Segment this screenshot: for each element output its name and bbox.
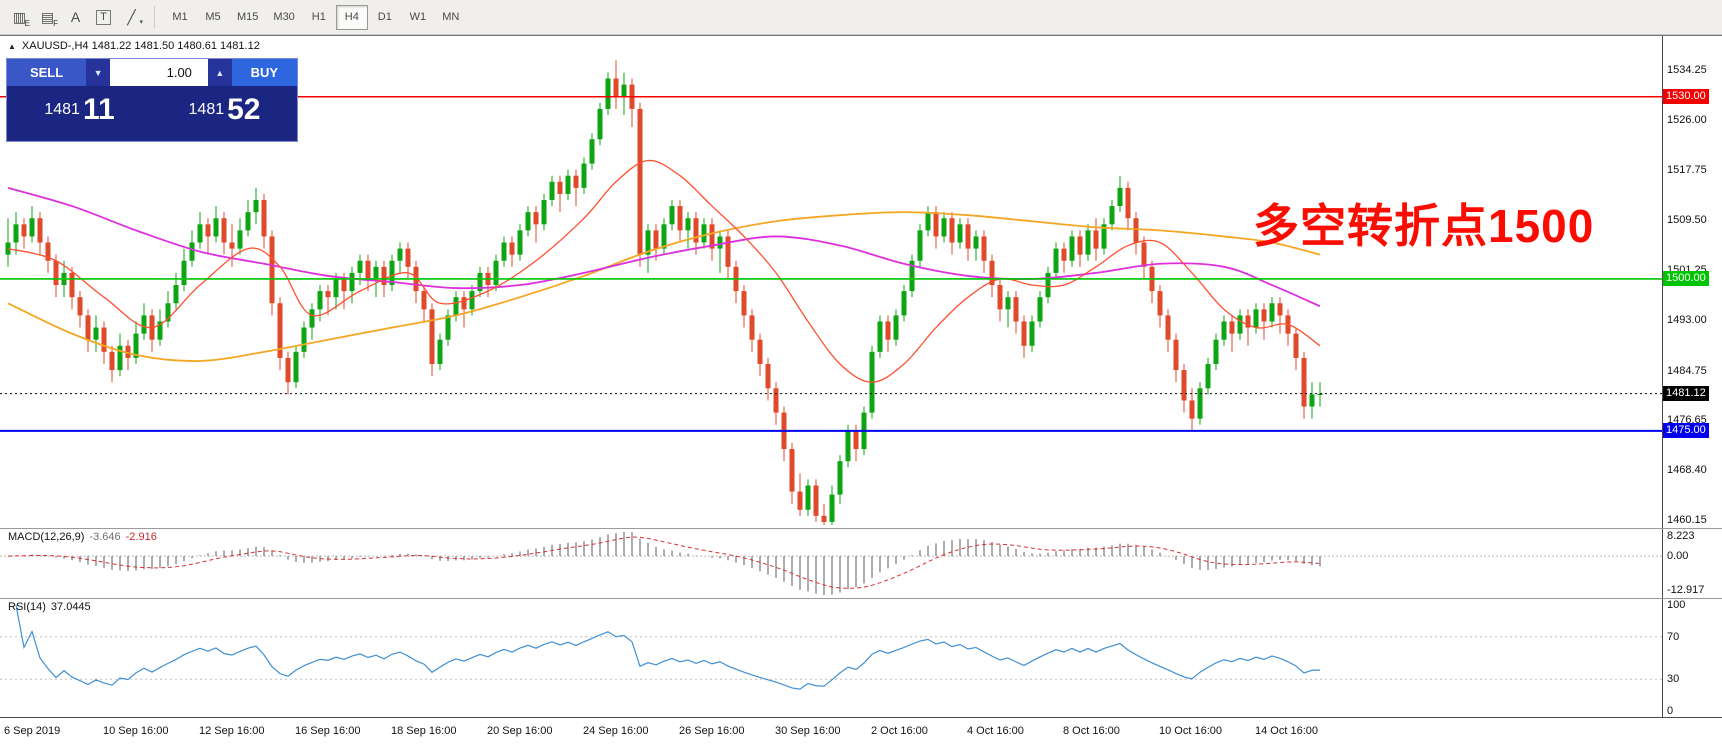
macd-indicator-pane[interactable]: MACD(12,26,9) -3.646 -2.916 [0,529,1662,598]
timeframe-button-m1[interactable]: M1 [164,5,196,30]
price-axis-tick: 1509.50 [1667,214,1707,227]
price-axis-tick: 0.00 [1667,550,1689,563]
ma-medium-magenta [7,186,1321,308]
price-axis-tick: 1468.40 [1667,463,1707,476]
ma-fast-red [7,159,1321,383]
sell-price-pips: 11 [82,92,115,126]
price-axis-tag: 1475.00 [1663,422,1709,438]
timeframe-button-d1[interactable]: D1 [369,5,401,30]
macd-canvas [0,532,1662,595]
price-axis-tick: -12.917 [1667,584,1705,596]
price-axis-tag: 1481.12 [1663,385,1709,401]
one-click-trade-panel: SELL ▼ ▲ BUY 1481 11 1481 52 [6,58,298,142]
rsi-label: RSI(14) 37.0445 [8,601,91,613]
timeframe-button-w1[interactable]: W1 [402,5,434,30]
time-axis-label: 12 Sep 16:00 [199,725,265,737]
buy-price-pips: 52 [227,92,261,126]
symbol-ohlc-text: XAUUSD-,H4 1481.22 1481.50 1480.61 1481.… [21,40,260,52]
drawing-tools-icon[interactable]: ╱ ▾ [127,9,143,26]
macd-name: MACD(12,26,9) [8,531,85,543]
buy-price-main: 1481 [188,100,225,118]
symbol-header: ▲ XAUUSD-,H4 1481.22 1481.50 1480.61 148… [8,40,260,52]
timeframe-button-m30[interactable]: M30 [266,5,301,30]
pane-splitter[interactable] [0,598,1722,599]
toolbar: ▥ E ▤ F A T ╱ ▾ M1 M5 M15 M30 H1 H4 D1 W1 MN [0,0,1722,35]
time-axis-label: 16 Sep 16:00 [295,725,361,737]
chart-annotation-text: 多空转折点1500 [1253,200,1595,252]
price-axis[interactable]: 1534.251526.001517.751509.501501.251493.… [1662,36,1722,717]
time-axis-label: 10 Sep 16:00 [103,725,169,737]
time-axis-label: 10 Oct 16:00 [1159,725,1222,737]
volume-decrease-button[interactable]: ▼ [86,59,110,86]
chart-window: ▲ XAUUSD-,H4 1481.22 1481.50 1480.61 148… [0,35,1722,748]
price-axis-tick: 1476.65 [1667,413,1707,426]
volume-increase-button[interactable]: ▲ [207,59,232,86]
ma-slow-orange [7,211,1321,362]
macd-main-value: -3.646 [89,531,121,543]
volume-input[interactable] [109,59,208,86]
macd-label: MACD(12,26,9) -3.646 -2.916 [8,531,157,543]
time-axis-label: 26 Sep 16:00 [679,725,745,737]
sell-button[interactable]: SELL [7,59,87,86]
main-chart-pane[interactable]: ▲ XAUUSD-,H4 1481.22 1481.50 1480.61 148… [0,36,1662,528]
macd-signal-value: -2.916 [125,531,157,543]
toolbar-separator [154,6,155,28]
buy-button[interactable]: BUY [231,59,297,86]
price-axis-tick: 1526.00 [1667,114,1707,127]
price-axis-tick: 1534.25 [1667,63,1707,76]
price-axis-tag: 1530.00 [1663,88,1709,104]
price-axis-tick: 1484.75 [1667,364,1707,377]
rsi-indicator-pane[interactable]: RSI(14) 37.0445 [0,599,1662,717]
time-axis-label: 18 Sep 16:00 [391,725,457,737]
timeframe-button-m5[interactable]: M5 [197,5,229,30]
price-axis-tick: 70 [1667,630,1680,643]
timeframe-button-m15[interactable]: M15 [230,5,265,30]
sell-price-main: 1481 [44,100,80,118]
text-box-tool-icon[interactable]: T [90,5,117,30]
one-click-collapse-icon[interactable]: ▲ [8,41,16,51]
timeframe-button-h1[interactable]: H1 [303,5,335,30]
time-axis-label: 14 Oct 16:00 [1255,725,1318,737]
buy-price[interactable]: 1481 52 [152,92,297,131]
sell-price[interactable]: 1481 11 [7,92,152,131]
timeframe-button-mn[interactable]: MN [435,5,467,30]
rsi-name: RSI(14) [8,601,46,613]
time-axis[interactable]: 6 Sep 2019 10 Sep 16:00 12 Sep 16:00 16 Sep… [0,717,1722,748]
time-axis-label: 24 Sep 16:00 [583,725,649,737]
rsi-canvas [0,604,1662,690]
time-axis-label: 4 Oct 16:00 [967,725,1024,737]
timeframe-button-group: M1 M5 M15 M30 H1 H4 D1 W1 MN [164,4,467,30]
price-axis-tick: 30 [1667,673,1680,686]
price-axis-tick: 8.223 [1667,530,1695,542]
text-label-tool-icon[interactable]: A [70,9,81,25]
time-axis-label: 8 Oct 16:00 [1063,725,1120,737]
time-axis-label: 6 Sep 2019 [4,725,61,737]
price-axis-tick: 1493.00 [1667,314,1707,327]
price-axis-tick: 1460.15 [1667,514,1707,526]
time-axis-label: 30 Sep 16:00 [775,725,841,737]
timeframe-button-h4[interactable]: H4 [335,4,368,30]
price-axis-tick: 100 [1667,599,1686,611]
candlestick-chart-canvas[interactable] [0,36,1662,528]
time-axis-label: 20 Sep 16:00 [487,725,553,737]
price-axis-tick: 1517.75 [1667,164,1707,177]
chart-template-e-icon[interactable]: ▥ E [12,9,30,28]
toolbar-icon-group: ▥ E ▤ F A T ╱ ▾ [6,5,145,30]
price-axis-tag: 1500.00 [1663,270,1709,286]
pane-splitter[interactable] [0,528,1722,529]
time-axis-label: 2 Oct 16:00 [871,725,928,737]
price-axis-tick: 0 [1667,705,1674,717]
chart-template-f-icon[interactable]: ▤ F [40,9,58,28]
rsi-value: 37.0445 [50,601,91,613]
